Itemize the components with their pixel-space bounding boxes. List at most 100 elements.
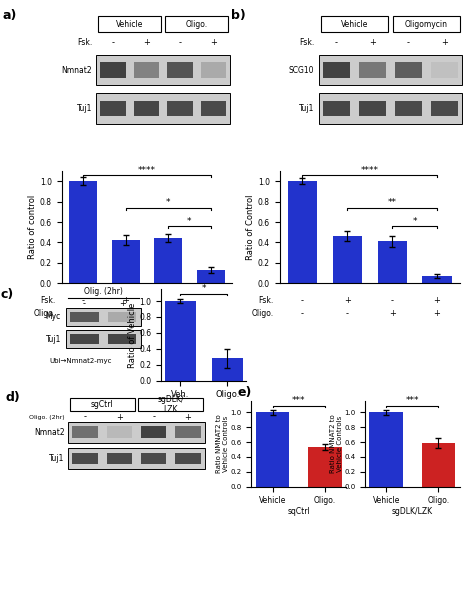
Bar bbox=[66, 330, 141, 348]
Bar bbox=[323, 101, 350, 116]
Bar bbox=[138, 398, 203, 411]
Text: *: * bbox=[187, 217, 191, 225]
Text: +: + bbox=[389, 309, 396, 318]
Bar bbox=[395, 101, 422, 116]
Bar bbox=[165, 301, 196, 381]
Text: Fsk.: Fsk. bbox=[40, 296, 55, 305]
Text: +: + bbox=[184, 412, 191, 421]
Text: d): d) bbox=[5, 391, 20, 404]
Y-axis label: Ratio of control: Ratio of control bbox=[28, 195, 37, 259]
Bar bbox=[319, 93, 463, 124]
Text: e): e) bbox=[237, 386, 251, 399]
Bar bbox=[96, 55, 230, 86]
Text: **: ** bbox=[388, 198, 397, 207]
Bar bbox=[167, 63, 192, 78]
Bar bbox=[201, 63, 226, 78]
Bar bbox=[175, 427, 201, 438]
Bar bbox=[288, 181, 317, 283]
Text: +: + bbox=[143, 38, 150, 47]
Bar bbox=[392, 17, 460, 32]
Bar bbox=[431, 101, 458, 116]
Bar bbox=[175, 453, 201, 464]
Text: ***: *** bbox=[406, 396, 419, 405]
Text: -: - bbox=[82, 296, 85, 305]
Bar bbox=[134, 63, 159, 78]
Text: -: - bbox=[167, 296, 170, 305]
Bar bbox=[320, 17, 388, 32]
Bar bbox=[308, 447, 342, 487]
Bar bbox=[112, 240, 139, 283]
Y-axis label: Ratio NMNAT2 to
Vehicle Controls: Ratio NMNAT2 to Vehicle Controls bbox=[329, 415, 343, 473]
Text: +: + bbox=[369, 38, 376, 47]
X-axis label: sqCtrl: sqCtrl bbox=[287, 507, 310, 516]
Text: Ubi→Nmnat2-myc: Ubi→Nmnat2-myc bbox=[49, 358, 112, 363]
Text: Vehicle: Vehicle bbox=[341, 19, 368, 28]
Text: SCG10: SCG10 bbox=[289, 65, 314, 74]
Bar bbox=[155, 238, 182, 283]
Text: +: + bbox=[210, 38, 217, 47]
Text: -: - bbox=[335, 38, 338, 47]
Text: +: + bbox=[441, 38, 448, 47]
Text: -: - bbox=[301, 309, 304, 318]
Text: +: + bbox=[434, 296, 440, 305]
Text: Olig. (2hr): Olig. (2hr) bbox=[84, 287, 123, 296]
Text: sgDLK/
LZK: sgDLK/ LZK bbox=[157, 395, 184, 414]
Bar bbox=[70, 398, 135, 411]
Bar bbox=[71, 312, 99, 322]
Text: -: - bbox=[152, 412, 155, 421]
Bar bbox=[107, 453, 132, 464]
Bar bbox=[100, 63, 126, 78]
Bar bbox=[201, 101, 226, 116]
Text: Oligo.: Oligo. bbox=[186, 19, 208, 28]
Text: +: + bbox=[434, 309, 440, 318]
Text: ***: *** bbox=[292, 396, 305, 405]
Text: Tuj1: Tuj1 bbox=[77, 104, 92, 113]
Text: +: + bbox=[118, 300, 126, 309]
Text: +: + bbox=[165, 309, 172, 318]
Text: c): c) bbox=[0, 288, 14, 301]
Text: *: * bbox=[412, 217, 417, 225]
Bar bbox=[255, 412, 290, 487]
Bar bbox=[68, 448, 205, 469]
Text: Oligomycin: Oligomycin bbox=[405, 19, 448, 28]
Bar bbox=[431, 63, 458, 78]
Text: +: + bbox=[344, 296, 351, 305]
Y-axis label: Ratio NMNAT2 to
Vehicle Controls: Ratio NMNAT2 to Vehicle Controls bbox=[216, 415, 229, 473]
Bar bbox=[73, 427, 98, 438]
Text: -: - bbox=[82, 309, 85, 318]
Bar bbox=[108, 312, 136, 322]
Bar bbox=[73, 453, 98, 464]
Bar bbox=[141, 453, 166, 464]
Bar bbox=[333, 237, 362, 283]
Text: a): a) bbox=[3, 9, 18, 22]
Text: Oligo.: Oligo. bbox=[34, 309, 55, 318]
Bar bbox=[108, 335, 136, 344]
Bar bbox=[359, 101, 386, 116]
Text: *: * bbox=[201, 284, 206, 293]
Bar bbox=[319, 55, 463, 86]
Y-axis label: Ratio of Vehicle: Ratio of Vehicle bbox=[128, 302, 137, 368]
Bar bbox=[141, 427, 166, 438]
Text: sgCtrl: sgCtrl bbox=[91, 400, 114, 409]
Text: Nmnat2: Nmnat2 bbox=[34, 428, 64, 437]
Text: *: * bbox=[166, 198, 171, 207]
Text: Vehicle: Vehicle bbox=[116, 19, 144, 28]
Text: -: - bbox=[301, 296, 304, 305]
Text: -: - bbox=[391, 296, 393, 305]
Bar bbox=[197, 270, 225, 283]
Bar bbox=[134, 101, 159, 116]
Bar bbox=[165, 17, 228, 32]
Bar bbox=[422, 276, 452, 283]
Y-axis label: Ratio of Control: Ratio of Control bbox=[246, 194, 255, 260]
Bar bbox=[167, 101, 192, 116]
Text: ****: **** bbox=[361, 166, 379, 175]
Text: Myc: Myc bbox=[46, 312, 61, 321]
Text: -: - bbox=[124, 309, 127, 318]
Bar bbox=[71, 335, 99, 344]
Text: -: - bbox=[83, 300, 86, 309]
Bar bbox=[323, 63, 350, 78]
Text: -: - bbox=[111, 38, 115, 47]
Text: Tuj1: Tuj1 bbox=[46, 335, 61, 343]
Text: -: - bbox=[346, 309, 349, 318]
Text: -: - bbox=[407, 38, 410, 47]
